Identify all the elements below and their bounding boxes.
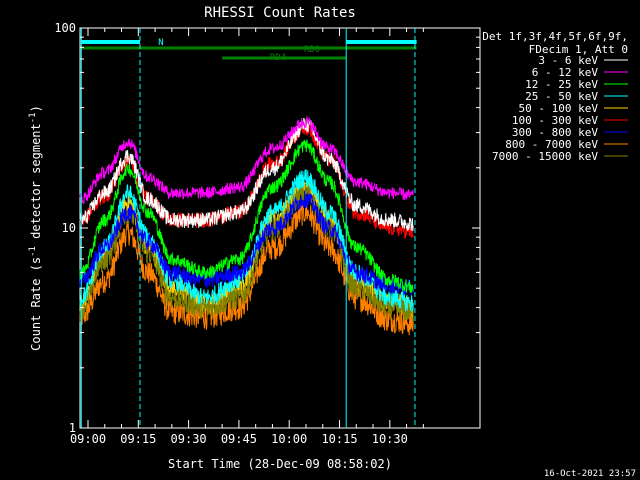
legend-label-0: 3 - 6 keV [538,54,598,67]
legend-header-line-1: Det 1f,3f,4f,5f,6f,9f, [482,30,628,43]
attenuator-label-0: N [158,38,163,48]
attenuator-bars: N RD0 RD4 [81,38,417,63]
series-line-8 [79,183,414,323]
legend-header-line-2: FDecim 1, Att 0 [529,43,628,56]
axis-ticks: 09:00 09:15 09:30 09:45 10:00 10:15 10:30 1 10 10… [54,21,480,446]
legend-label-2: 12 - 25 keV [525,78,598,91]
x-tick-label-3: 09:45 [221,432,257,446]
y-tick-label-0: 1 [69,421,76,435]
footer-timestamp: 16-Oct-2021 23:57 [544,469,636,479]
y-tick-label-1: 10 [62,221,76,235]
series-line-2 [79,139,414,293]
attenuator-label-1: RD0 [304,45,320,55]
y-tick-label-2: 100 [54,21,76,35]
legend-label-7: 800 - 7000 keV [505,138,598,151]
legend-label-1: 6 - 12 keV [532,66,599,79]
legend-label-3: 25 - 50 keV [525,90,598,103]
legend-label-6: 300 - 800 keV [512,126,598,139]
y-axis-label: Count Rate (s-1 detector segment-1) [28,105,43,351]
series-layer [79,115,414,336]
series-line-4 [79,179,414,319]
legend-label-4: 50 - 100 keV [519,102,599,115]
legend: Det 1f,3f,4f,5f,6f,9f, FDecim 1, Att 0 3… [482,30,628,163]
series-line-1 [79,115,414,205]
x-tick-label-5: 10:15 [321,432,357,446]
x-axis-label: Start Time (28-Dec-09 08:58:02) [168,457,392,471]
series-line-6 [79,190,414,297]
x-tick-label-4: 10:00 [271,432,307,446]
series-line-0 [79,117,414,232]
chart-title: RHESSI Count Rates [204,5,356,21]
attenuator-label-2: RD4 [270,53,286,63]
x-tick-label-1: 09:15 [120,432,156,446]
x-tick-label-0: 09:00 [70,432,106,446]
x-tick-label-6: 10:30 [372,432,408,446]
legend-label-8: 7000 - 15000 keV [492,150,598,163]
x-tick-label-2: 09:30 [171,432,207,446]
legend-label-5: 100 - 300 keV [512,114,598,127]
